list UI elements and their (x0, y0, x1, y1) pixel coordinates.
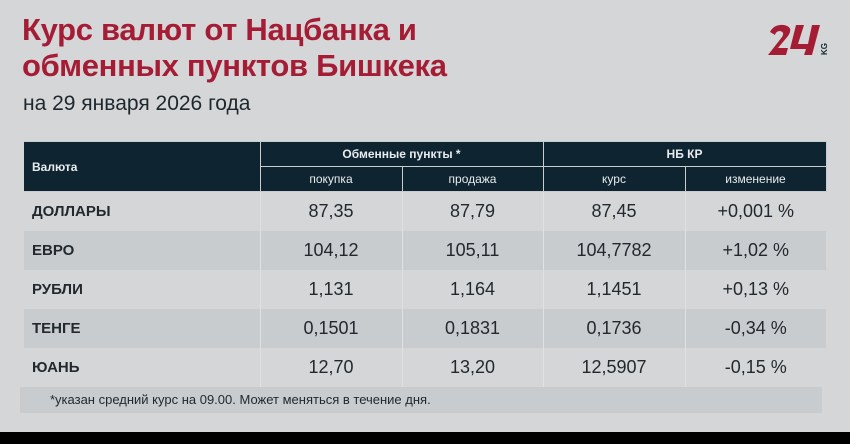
currency-name: ЮАНЬ (32, 359, 80, 377)
header-change: изменение (684, 166, 827, 192)
header-exchange-points: Обменные пункты * (259, 141, 544, 167)
buy-value: 87,35 (259, 191, 402, 231)
buy-value: 0,1501 (259, 309, 402, 349)
date-subtitle: на 29 января 2026 года (23, 92, 251, 115)
24kg-logo-icon: KG (768, 24, 828, 55)
currency-name: ТЕНГЕ (24, 309, 260, 349)
page-title: Курс валют от Нацбанка и обменных пункто… (22, 12, 447, 84)
sell-value: 13,20 (401, 348, 544, 388)
change-value: +1,02 % (684, 230, 827, 270)
table-row: ЕВРО 104,12 105,11 104,7782 +1,02 % (24, 230, 827, 270)
buy-value: 104,12 (259, 230, 402, 270)
change-value: -0,34 % (684, 309, 827, 349)
title-line-2: обменных пунктов Бишкека (22, 48, 447, 83)
change-value: +0,001 % (684, 191, 827, 231)
currency-name: ДОЛЛАРЫ (32, 202, 111, 220)
buy-value: 1,131 (259, 269, 402, 310)
sell-value: 1,164 (401, 269, 544, 310)
change-value: -0,15 % (684, 348, 827, 388)
sell-value: 87,79 (401, 191, 544, 231)
header-buy: покупка (259, 166, 403, 192)
change-value: +0,13 % (684, 269, 827, 310)
bottom-black-bar (0, 432, 850, 444)
nb-rate-value: 87,45 (542, 191, 686, 231)
exchange-rate-table: Валюта Обменные пункты * НБ КР покупка п… (24, 141, 827, 388)
nb-rate-value: 0,1736 (542, 309, 686, 349)
table-row: ЮАНЬ 12,70 13,20 12,5907 -0,15 % (24, 348, 827, 388)
header-nb-kr: НБ КР (542, 141, 827, 167)
table-row: ТЕНГЕ 0,1501 0,1831 0,1736 -0,34 % (24, 309, 827, 349)
header-rate: курс (542, 166, 686, 192)
sell-value: 0,1831 (401, 309, 544, 349)
currency-name: ЕВРО (24, 230, 260, 270)
header-currency: Валюта (24, 141, 261, 192)
table-row: РУБЛИ 1,131 1,164 1,1451 +0,13 % (24, 269, 827, 310)
table-row: ДОЛЛАРЫ 87,35 87,79 87,45 +0,001 % (24, 191, 827, 231)
nb-rate-value: 1,1451 (542, 269, 686, 310)
svg-text:KG: KG (820, 43, 828, 55)
sell-value: 105,11 (401, 230, 544, 270)
currency-name: РУБЛИ (32, 280, 83, 298)
nb-rate-value: 104,7782 (542, 230, 686, 270)
title-line-1: Курс валют от Нацбанка и (22, 12, 417, 47)
header-sell: продажа (401, 166, 544, 192)
nb-rate-value: 12,5907 (542, 348, 686, 388)
footnote: *указан средний курс на 09.00. Может мен… (20, 387, 822, 413)
buy-value: 12,70 (259, 348, 402, 388)
